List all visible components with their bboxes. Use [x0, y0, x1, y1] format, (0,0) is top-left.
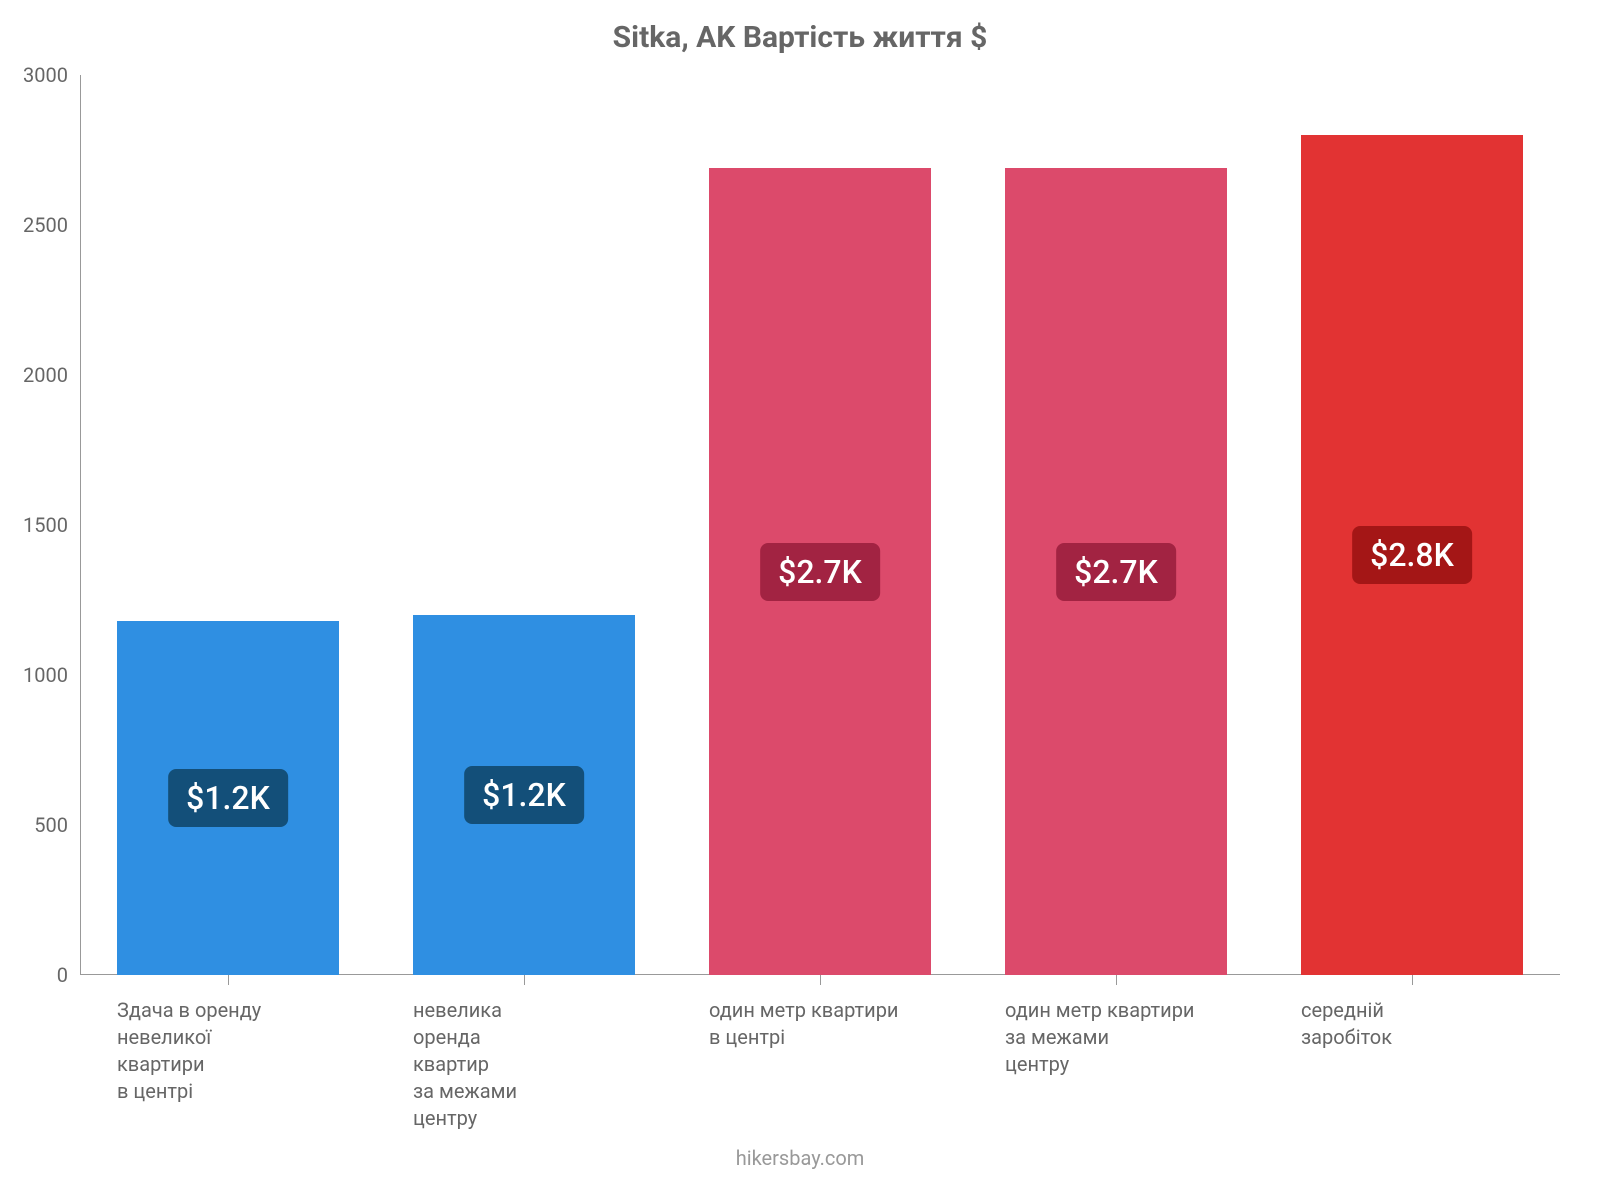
x-tick	[820, 975, 821, 985]
x-category-label: один метр квартири за межами центру	[1005, 997, 1194, 1078]
bar-value-badge: $2.7K	[1056, 543, 1176, 601]
y-tick-label: 0	[57, 963, 80, 987]
y-tick-label: 1000	[23, 663, 80, 687]
y-tick-label: 3000	[23, 63, 80, 87]
x-tick	[1116, 975, 1117, 985]
x-tick	[524, 975, 525, 985]
x-tick	[1412, 975, 1413, 985]
x-category-label: один метр квартири в центрі	[709, 997, 898, 1051]
x-tick	[228, 975, 229, 985]
bar-value-badge: $1.2K	[168, 769, 288, 827]
chart-container: Sitka, AK Вартість життя $ 0500100015002…	[0, 0, 1600, 1200]
bar: $1.2K	[413, 615, 635, 975]
y-axis	[80, 75, 81, 975]
bar: $2.7K	[1005, 168, 1227, 975]
y-tick-label: 2500	[23, 213, 80, 237]
y-tick-label: 500	[34, 813, 80, 837]
x-category-label: невелика оренда квартир за межами центру	[413, 997, 517, 1132]
bar: $2.8K	[1301, 135, 1523, 975]
footer-credit: hikersbay.com	[0, 1146, 1600, 1170]
x-category-label: Здача в оренду невеликої квартири в цент…	[117, 997, 261, 1105]
bar: $2.7K	[709, 168, 931, 975]
plot-area: 050010001500200025003000$1.2KЗдача в оре…	[80, 75, 1560, 975]
bar-value-badge: $2.8K	[1352, 526, 1472, 584]
y-tick-label: 2000	[23, 363, 80, 387]
bar-value-badge: $2.7K	[760, 543, 880, 601]
bar: $1.2K	[117, 621, 339, 975]
chart-title: Sitka, AK Вартість життя $	[0, 20, 1600, 55]
bar-value-badge: $1.2K	[464, 766, 584, 824]
x-category-label: середній заробіток	[1301, 997, 1392, 1051]
y-tick-label: 1500	[23, 513, 80, 537]
